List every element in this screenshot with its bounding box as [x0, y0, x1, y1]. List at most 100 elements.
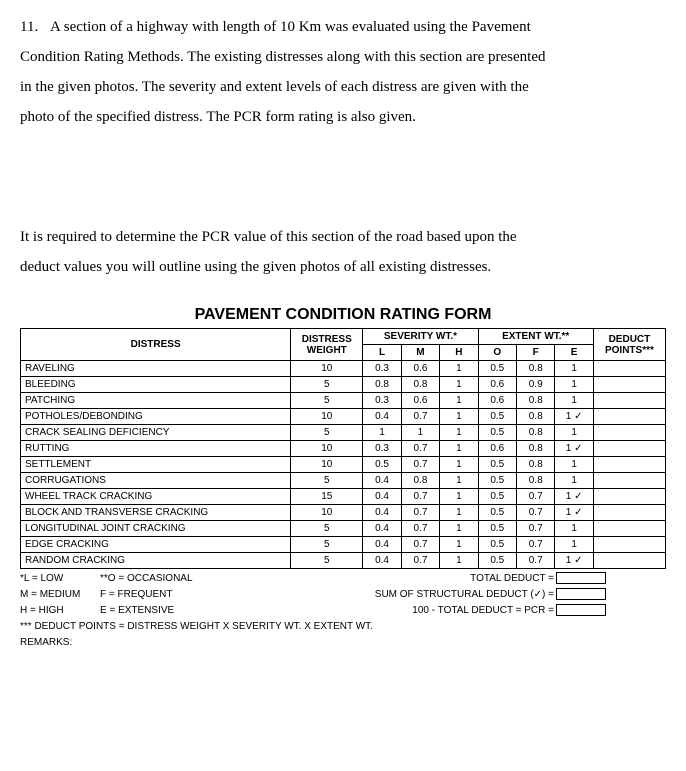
sev-M: 0.7 — [401, 457, 439, 473]
sev-H: 1 — [440, 441, 478, 457]
sev-L: 0.8 — [363, 377, 401, 393]
ext-O: 0.6 — [478, 441, 516, 457]
weight-cell: 5 — [291, 473, 363, 489]
ext-O: 0.5 — [478, 521, 516, 537]
deduct-cell — [593, 425, 665, 441]
ext-F: 0.7 — [517, 505, 555, 521]
ext-E: 1 ✓ — [555, 489, 593, 505]
legend-sum-struct: SUM OF STRUCTURAL DEDUCT (✓) = — [375, 589, 554, 600]
sev-H: 1 — [440, 489, 478, 505]
weight-cell: 5 — [291, 393, 363, 409]
ext-O: 0.5 — [478, 505, 516, 521]
header-distress: DISTRESS — [21, 329, 291, 361]
pcr-box — [556, 604, 606, 616]
legend-l-low: *L = LOW — [20, 571, 100, 587]
sev-H: 1 — [440, 361, 478, 377]
header-weight: DISTRESS WEIGHT — [291, 329, 363, 361]
weight-cell: 5 — [291, 537, 363, 553]
deduct-cell — [593, 441, 665, 457]
header-F: F — [517, 345, 555, 361]
table-row: CORRUGATIONS50.40.810.50.81 — [21, 473, 666, 489]
sev-L: 0.4 — [363, 553, 401, 569]
sev-L: 0.3 — [363, 441, 401, 457]
sev-M: 0.7 — [401, 553, 439, 569]
weight-cell: 5 — [291, 553, 363, 569]
deduct-cell — [593, 457, 665, 473]
sev-M: 0.8 — [401, 473, 439, 489]
ext-E: 1 ✓ — [555, 441, 593, 457]
ext-E: 1 — [555, 393, 593, 409]
sev-H: 1 — [440, 393, 478, 409]
ext-O: 0.5 — [478, 457, 516, 473]
header-deduct: DEDUCT POINTS*** — [593, 329, 665, 361]
distress-name: CRACK SEALING DEFICIENCY — [21, 425, 291, 441]
sev-H: 1 — [440, 473, 478, 489]
header-E: E — [555, 345, 593, 361]
deduct-cell — [593, 537, 665, 553]
deduct-cell — [593, 409, 665, 425]
ext-F: 0.8 — [517, 441, 555, 457]
deduct-cell — [593, 553, 665, 569]
deduct-cell — [593, 377, 665, 393]
sev-M: 0.7 — [401, 537, 439, 553]
weight-cell: 10 — [291, 457, 363, 473]
sev-L: 0.4 — [363, 537, 401, 553]
deduct-cell — [593, 489, 665, 505]
ext-E: 1 — [555, 377, 593, 393]
question-paragraph-2: It is required to determine the PCR valu… — [20, 222, 666, 282]
distress-name: RUTTING — [21, 441, 291, 457]
deduct-cell — [593, 505, 665, 521]
ext-F: 0.8 — [517, 361, 555, 377]
ext-O: 0.5 — [478, 489, 516, 505]
ext-O: 0.5 — [478, 425, 516, 441]
ext-E: 1 — [555, 361, 593, 377]
header-extent: EXTENT WT.** — [478, 329, 593, 345]
distress-name: LONGITUDINAL JOINT CRACKING — [21, 521, 291, 537]
ext-O: 0.6 — [478, 377, 516, 393]
table-row: LONGITUDINAL JOINT CRACKING50.40.710.50.… — [21, 521, 666, 537]
distress-name: EDGE CRACKING — [21, 537, 291, 553]
ext-F: 0.8 — [517, 473, 555, 489]
ext-F: 0.7 — [517, 521, 555, 537]
legend-f-freq: F = FREQUENT — [100, 587, 240, 603]
distress-name: POTHOLES/DEBONDING — [21, 409, 291, 425]
ext-E: 1 — [555, 457, 593, 473]
legend-m-med: M = MEDIUM — [20, 587, 100, 603]
sev-H: 1 — [440, 425, 478, 441]
weight-cell: 15 — [291, 489, 363, 505]
sev-H: 1 — [440, 505, 478, 521]
table-row: WHEEL TRACK CRACKING150.40.710.50.71 ✓ — [21, 489, 666, 505]
ext-E: 1 ✓ — [555, 409, 593, 425]
ext-F: 0.8 — [517, 425, 555, 441]
sev-M: 0.7 — [401, 409, 439, 425]
sev-L: 0.3 — [363, 361, 401, 377]
table-row: RAVELING100.30.610.50.81 — [21, 361, 666, 377]
form-title: PAVEMENT CONDITION RATING FORM — [20, 306, 666, 324]
ext-E: 1 ✓ — [555, 505, 593, 521]
weight-cell: 10 — [291, 409, 363, 425]
distress-name: RAVELING — [21, 361, 291, 377]
ext-E: 1 — [555, 537, 593, 553]
legend-pcr: 100 - TOTAL DEDUCT = PCR = — [412, 605, 554, 616]
header-M: M — [401, 345, 439, 361]
sev-M: 0.6 — [401, 361, 439, 377]
weight-cell: 10 — [291, 441, 363, 457]
legend-note: *** DEDUCT POINTS = DISTRESS WEIGHT X SE… — [20, 619, 666, 635]
sev-H: 1 — [440, 377, 478, 393]
deduct-cell — [593, 473, 665, 489]
sev-M: 0.7 — [401, 521, 439, 537]
sev-L: 0.4 — [363, 409, 401, 425]
header-L: L — [363, 345, 401, 361]
weight-cell: 10 — [291, 505, 363, 521]
ext-F: 0.8 — [517, 393, 555, 409]
pcr-table: DISTRESS DISTRESS WEIGHT SEVERITY WT.* E… — [20, 328, 666, 569]
ext-F: 0.8 — [517, 457, 555, 473]
deduct-cell — [593, 361, 665, 377]
question-number: 11. — [20, 12, 50, 42]
sev-M: 0.6 — [401, 393, 439, 409]
sev-M: 0.7 — [401, 441, 439, 457]
legend-block: *L = LOW **O = OCCASIONAL TOTAL DEDUCT =… — [20, 571, 666, 651]
sum-struct-box — [556, 588, 606, 600]
ext-O: 0.5 — [478, 361, 516, 377]
weight-cell: 10 — [291, 361, 363, 377]
